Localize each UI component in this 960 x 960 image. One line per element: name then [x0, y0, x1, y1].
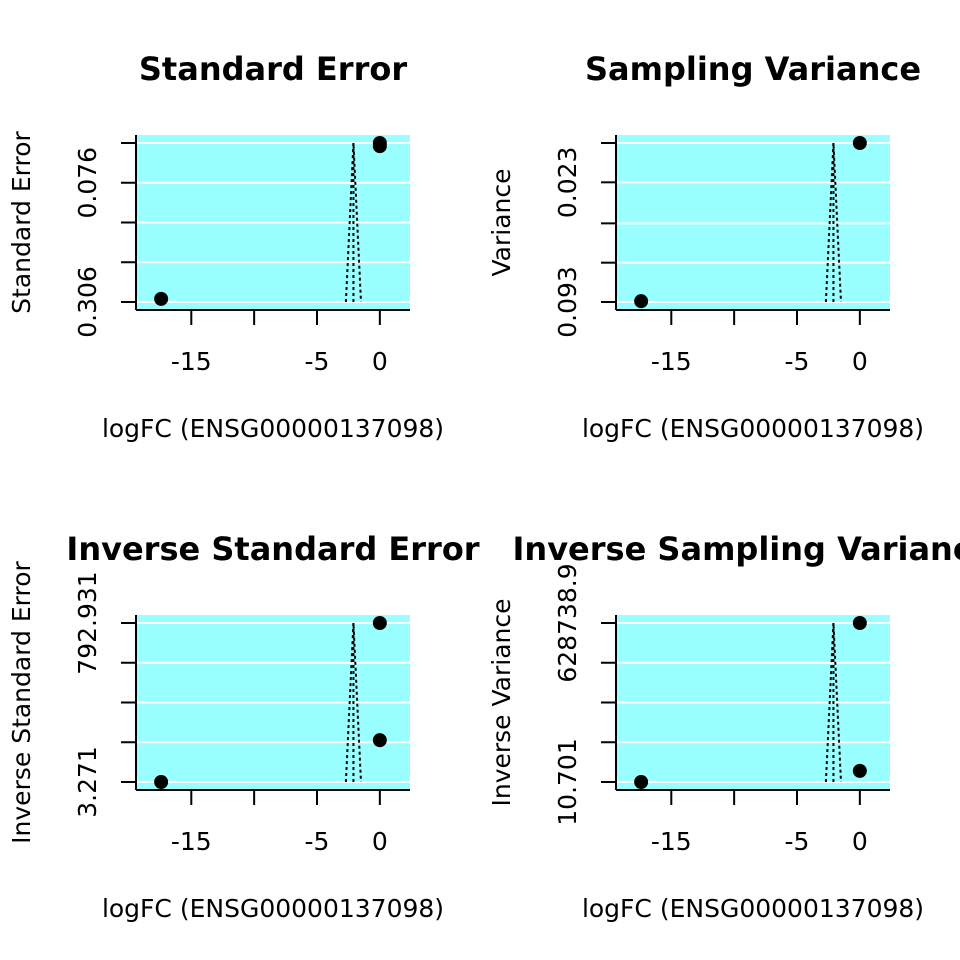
x-axis-label: logFC (ENSG00000137098) — [102, 894, 444, 923]
data-point — [634, 775, 649, 789]
data-point — [372, 616, 387, 630]
x-tick-label: -5 — [785, 347, 810, 376]
y-axis-label: Inverse Variance — [487, 598, 516, 806]
funnel-bound-lines — [824, 142, 842, 303]
funnel-bound-lines — [344, 622, 362, 783]
funnel-bound-lines — [824, 622, 842, 783]
data-point — [372, 139, 387, 154]
chart-title: Sampling Variance — [585, 50, 921, 88]
data-point — [372, 733, 387, 748]
x-tick-label: 0 — [852, 347, 868, 376]
x-axis-label: logFC (ENSG00000137098) — [102, 414, 444, 443]
data-point — [634, 294, 649, 309]
chart-panel-3: -15 -5 0 3.271 792.931 Inverse Standard Error… — [7, 530, 480, 923]
y-axis-label: Standard Error — [7, 130, 36, 313]
y-tick-label: 628738.9 — [553, 563, 582, 682]
y-tick-label: 792.931 — [73, 571, 102, 674]
x-tick-label: -15 — [171, 347, 212, 376]
chart-title: Inverse Standard Error — [66, 530, 479, 568]
y-axis-label: Variance — [487, 169, 516, 277]
data-point — [852, 763, 867, 778]
y-tick-label: 0.076 — [73, 147, 102, 219]
x-tick-label: 0 — [852, 827, 868, 856]
y-tick-label: 0.093 — [553, 266, 582, 338]
funnel-bound-lines — [344, 142, 362, 303]
x-tick-label: -5 — [305, 827, 330, 856]
x-tick-label: -15 — [651, 827, 692, 856]
x-tick-label: -5 — [785, 827, 810, 856]
x-axis-label: logFC (ENSG00000137098) — [582, 894, 924, 923]
x-tick-label: 0 — [372, 347, 388, 376]
y-tick-label: 0.023 — [553, 147, 582, 219]
chart-panel-1: -15 -5 0 0.076 0.306 Standard Error logFC (ENS… — [7, 50, 444, 443]
y-tick-label: 0.306 — [73, 266, 102, 338]
y-tick-label: 10.701 — [553, 738, 582, 825]
x-tick-label: -15 — [171, 827, 212, 856]
chart-title: Inverse Sampling Variance — [513, 530, 960, 568]
data-point — [852, 616, 867, 630]
x-tick-label: 0 — [372, 827, 388, 856]
x-tick-label: -5 — [305, 347, 330, 376]
chart-title: Standard Error — [139, 50, 407, 88]
x-tick-label: -15 — [651, 347, 692, 376]
chart-panel-2: -15 -5 0 0.023 0.093 Sampling Variance logFC (… — [487, 50, 924, 443]
y-tick-label: 3.271 — [73, 746, 102, 818]
data-point — [154, 775, 169, 789]
y-axis-label: Inverse Standard Error — [7, 560, 36, 843]
data-point — [852, 136, 867, 150]
data-point — [154, 291, 169, 306]
x-axis-label: logFC (ENSG00000137098) — [582, 414, 924, 443]
